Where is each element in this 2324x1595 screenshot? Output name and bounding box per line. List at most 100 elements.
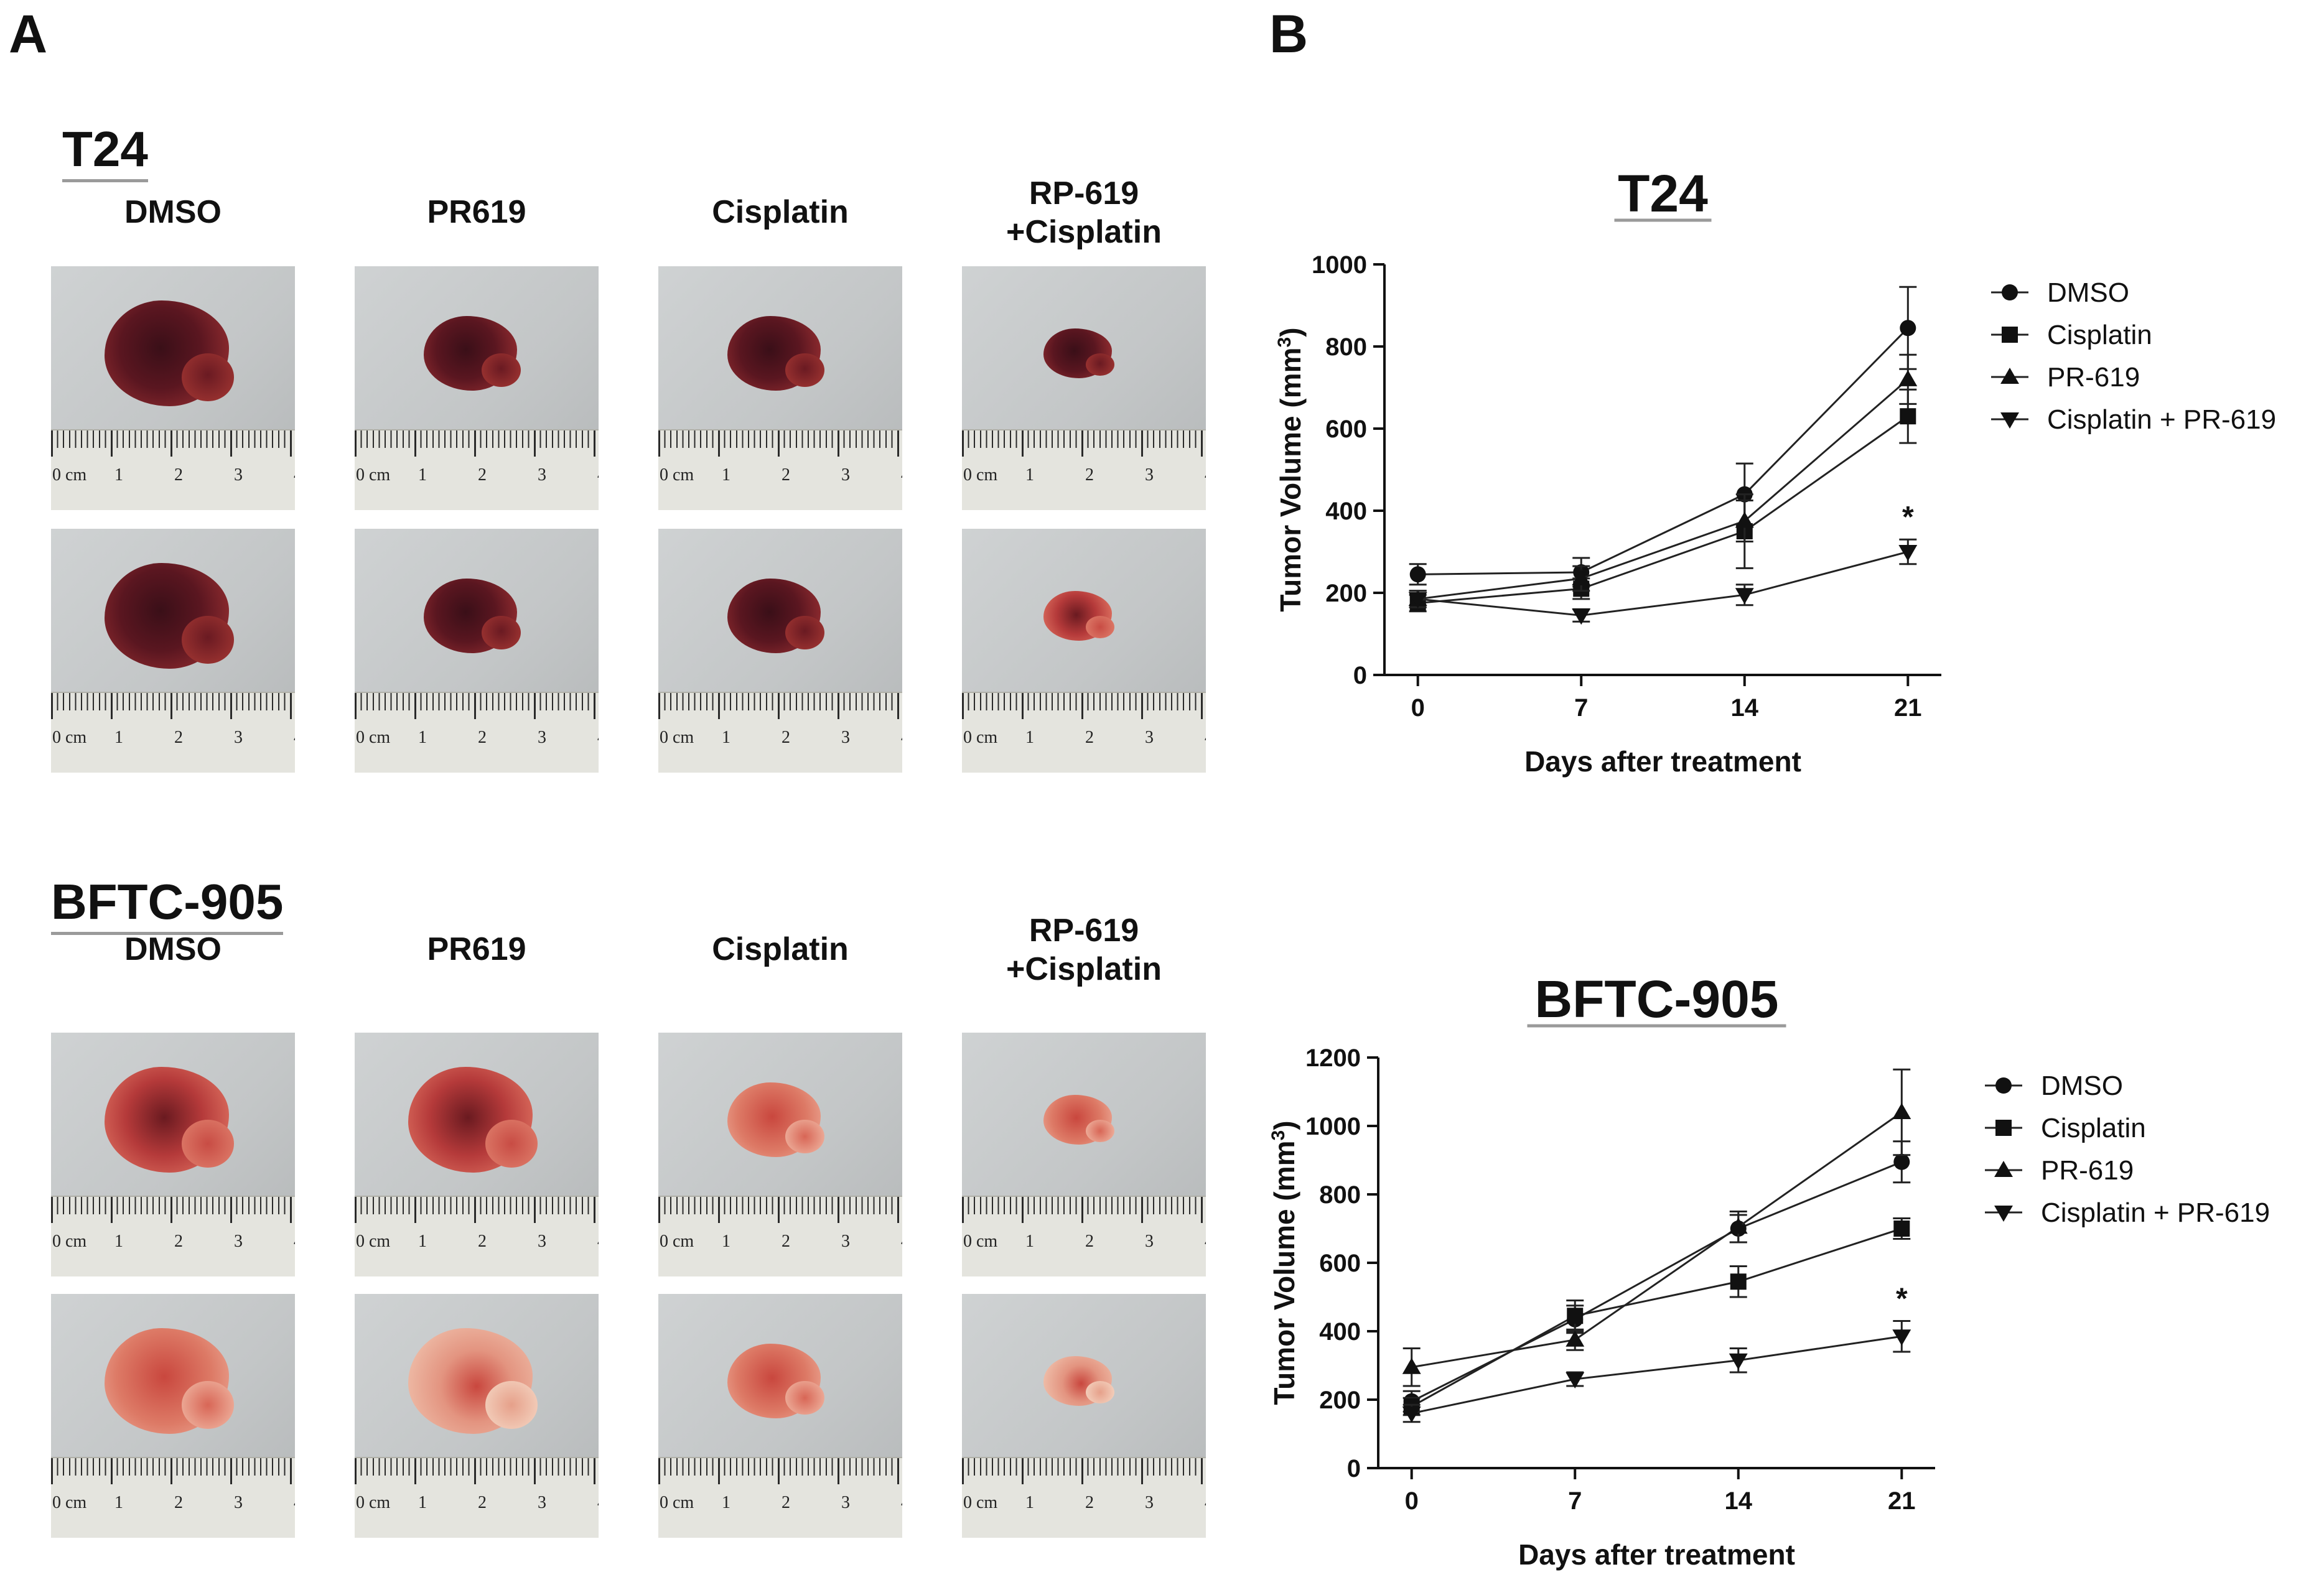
y-tick-label: 0 <box>1347 1455 1361 1482</box>
ruler-number: 4 <box>294 728 295 748</box>
legend-marker <box>2002 284 2018 300</box>
data-point <box>1408 592 1427 608</box>
x-tick-label: 7 <box>1574 694 1588 722</box>
series-line <box>1411 1335 1902 1415</box>
ruler-number: 3 <box>234 1232 243 1251</box>
ruler-number: 4 <box>597 1232 599 1252</box>
ruler: 0 cm 1 2 3 4 <box>658 429 902 510</box>
ruler-major-ticks <box>51 693 295 719</box>
y-tick-label: 200 <box>1325 580 1367 607</box>
chart-title: BFTC-905 <box>1534 970 1778 1028</box>
y-axis-label: Tumor Volume (mm3) <box>1268 1120 1300 1405</box>
ruler-number: 0 cm <box>356 465 391 485</box>
tumor-lobe <box>1086 616 1115 638</box>
ruler-major-ticks <box>962 693 1206 719</box>
ruler: 0 cm 1 2 3 4 <box>355 1196 599 1276</box>
tumor-specimen <box>408 1328 538 1434</box>
tumor-photo: 0 cm 1 2 3 4 <box>658 1294 902 1538</box>
legend-marker <box>2002 327 2018 343</box>
ruler-number: 4 <box>901 465 902 485</box>
treatment-column-label: Cisplatin <box>712 194 849 230</box>
legend-marker <box>1995 1077 2012 1094</box>
series-line <box>1417 378 1909 600</box>
ruler-number: 2 <box>782 465 790 485</box>
ruler-number: 1 <box>418 1232 427 1251</box>
tumor-specimen <box>105 1328 234 1434</box>
legend-marker <box>2000 368 2019 384</box>
legend-marker <box>2000 412 2019 429</box>
data-point <box>1900 320 1916 337</box>
tumor-photo: 0 cm 1 2 3 4 <box>658 1033 902 1276</box>
data-point <box>1892 1329 1911 1346</box>
data-point <box>1572 608 1591 625</box>
ruler-major-ticks <box>658 1197 902 1223</box>
data-point <box>1735 588 1754 605</box>
y-tick-label: 600 <box>1325 416 1367 443</box>
legend-label: Cisplatin + PR-619 <box>2047 404 2276 435</box>
legend-label: DMSO <box>2041 1071 2123 1101</box>
ruler-number: 1 <box>418 1493 427 1512</box>
data-point <box>1735 511 1754 528</box>
tumor-specimen <box>727 316 824 391</box>
data-point <box>1402 1406 1421 1423</box>
chart-title: T24 <box>1618 164 1708 223</box>
tumor-specimen <box>424 579 521 653</box>
ruler-number: 1 <box>1025 728 1034 747</box>
tumor-lobe <box>785 353 824 387</box>
data-point <box>1402 1357 1421 1374</box>
ruler-number: 3 <box>1145 1232 1154 1251</box>
y-tick-label: 400 <box>1325 498 1367 525</box>
tumor-photo: 0 cm 1 2 3 4 <box>658 529 902 773</box>
ruler-number: 0 cm <box>356 1232 391 1251</box>
tumor-photo: 0 cm 1 2 3 4 <box>51 266 295 510</box>
y-tick-label: 1000 <box>1312 251 1367 279</box>
tumor-lobe <box>182 616 234 664</box>
ruler-number: 3 <box>841 1493 850 1512</box>
ruler-number: 2 <box>478 728 487 747</box>
significance-marker: * <box>1896 1283 1908 1316</box>
ruler-number: 0 cm <box>356 1493 391 1512</box>
data-point <box>1893 1221 1910 1237</box>
ruler-number: 4 <box>1205 465 1206 485</box>
ruler-number: 0 cm <box>52 728 87 747</box>
tumor-photo: 0 cm 1 2 3 4 <box>962 529 1206 773</box>
tumor-lobe <box>1086 1120 1115 1142</box>
ruler-major-ticks <box>355 693 599 719</box>
treatment-column-label: RP-619 +Cisplatin <box>1006 913 1162 987</box>
ruler-major-ticks <box>962 1458 1206 1484</box>
tumor-lobe <box>1086 1381 1115 1403</box>
tumor-photo: 0 cm 1 2 3 4 <box>355 529 599 773</box>
treatment-column-label: Cisplatin <box>712 931 849 967</box>
ruler-major-ticks <box>51 1458 295 1484</box>
cell-line-title: T24 <box>62 124 148 182</box>
ruler-number: 0 cm <box>52 1232 87 1251</box>
series-line <box>1411 1227 1902 1408</box>
x-tick-label: 21 <box>1894 694 1922 722</box>
x-tick-label: 21 <box>1888 1487 1916 1515</box>
ruler-number: 0 cm <box>660 1493 694 1512</box>
ruler-major-ticks <box>355 430 599 457</box>
tumor-photo: 0 cm 1 2 3 4 <box>355 1033 599 1276</box>
tumor-specimen <box>727 1344 824 1418</box>
ruler-major-ticks <box>51 1197 295 1223</box>
ruler-number: 4 <box>597 1493 599 1513</box>
tumor-photo: 0 cm 1 2 3 4 <box>962 1033 1206 1276</box>
treatment-column-label: PR619 <box>427 194 526 230</box>
ruler-major-ticks <box>355 1197 599 1223</box>
chart-t24: T24 0 200 400 600 800 1000 0 7 14 21 Days after tre… <box>1274 164 2276 778</box>
tumor-lobe <box>785 1381 824 1415</box>
ruler-number: 3 <box>1145 1493 1154 1512</box>
series-line <box>1417 415 1909 604</box>
ruler-major-ticks <box>658 430 902 457</box>
legend-label: DMSO <box>2047 277 2129 308</box>
tumor-specimen <box>1043 1356 1115 1406</box>
data-point <box>1900 408 1916 425</box>
ruler-number: 2 <box>174 728 183 747</box>
ruler-number: 0 cm <box>660 1232 694 1251</box>
ruler: 0 cm 1 2 3 4 <box>658 1196 902 1276</box>
ruler-number: 1 <box>1025 465 1034 485</box>
legend-marker <box>1995 1120 2012 1136</box>
panel-b-letter: B <box>1269 4 1309 64</box>
tumor-photo: 0 cm 1 2 3 4 <box>962 1294 1206 1538</box>
legend-label: PR-619 <box>2047 362 2140 393</box>
